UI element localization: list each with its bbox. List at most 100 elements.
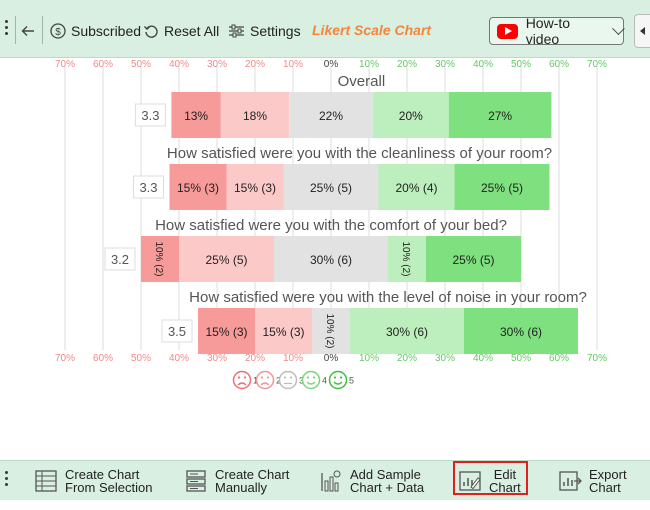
bar-segment bbox=[312, 308, 350, 354]
axis-tick-label-top: 10% bbox=[283, 59, 303, 70]
axis-tick-label-bottom: 10% bbox=[359, 353, 379, 364]
question-title: How satisfied were you with the comfort … bbox=[155, 217, 507, 234]
bar-segment bbox=[220, 92, 290, 138]
bar-segment bbox=[171, 92, 221, 138]
average-value: 3.2 bbox=[111, 252, 129, 267]
bar-segment-label: 22% bbox=[319, 109, 343, 123]
bar-segment bbox=[426, 236, 521, 282]
legend-label: 1 bbox=[253, 376, 258, 386]
bar-segment-label: 25% (5) bbox=[205, 253, 247, 267]
sample-chart-icon bbox=[321, 470, 341, 492]
back-button[interactable] bbox=[21, 20, 35, 42]
bar-segment bbox=[226, 164, 284, 210]
bar-segment-label: 30% (6) bbox=[386, 325, 428, 339]
drag-handle-icon[interactable] bbox=[5, 471, 8, 489]
legend-label: 2 bbox=[276, 376, 281, 386]
export-line1: Export bbox=[589, 467, 627, 482]
legend-face-icon bbox=[232, 370, 252, 390]
youtube-icon bbox=[497, 23, 518, 39]
legend-face-icon bbox=[278, 370, 298, 390]
settings-label: Settings bbox=[250, 23, 301, 39]
create-chart-manually-button[interactable]: Create Chart Manually bbox=[184, 466, 289, 496]
bar-segment-label: 13% bbox=[184, 109, 208, 123]
legend-face-mouth bbox=[237, 382, 247, 386]
likert-chart-svg: 70%70%60%60%50%50%40%40%30%30%20%20%10%1… bbox=[55, 59, 607, 390]
legend-face-eye bbox=[260, 376, 264, 379]
edit-line2: Chart bbox=[489, 480, 521, 495]
axis-tick-label-top: 70% bbox=[55, 59, 75, 70]
create-chart-from-selection-button[interactable]: Create Chart From Selection bbox=[34, 466, 152, 496]
bar-segment bbox=[378, 164, 455, 210]
axis-tick-label-top: 20% bbox=[397, 59, 417, 70]
settings-button[interactable]: Settings bbox=[228, 20, 301, 42]
axis-tick-label-bottom: 20% bbox=[245, 353, 265, 364]
axis-tick-label-bottom: 70% bbox=[587, 353, 607, 364]
axis-tick-label-bottom: 0% bbox=[324, 353, 339, 364]
legend-face-icon bbox=[301, 370, 321, 390]
bottom-toolbar: Create Chart From Selection Create Chart M… bbox=[0, 460, 650, 500]
axis-tick-label-bottom: 60% bbox=[549, 353, 569, 364]
create-manual-line2: Manually bbox=[215, 480, 268, 495]
edit-chart-button[interactable]: Edit Chart bbox=[458, 466, 521, 496]
howto-video-dropdown[interactable]: How-to video bbox=[489, 15, 625, 47]
svg-text:$: $ bbox=[55, 27, 61, 38]
axis-tick-label-top: 70% bbox=[587, 59, 607, 70]
export-chart-icon bbox=[559, 471, 582, 491]
bar-segment-label: 30% (6) bbox=[310, 253, 352, 267]
legend-face-icon bbox=[255, 370, 275, 390]
add-sample-chart-button[interactable]: Add Sample Chart + Data bbox=[319, 466, 424, 496]
legend-face-eye bbox=[266, 376, 270, 379]
average-box bbox=[161, 319, 193, 343]
bar-segment-label: 15% (3) bbox=[234, 181, 276, 195]
average-value: 3.5 bbox=[168, 324, 186, 339]
axis-tick-label-top: 60% bbox=[93, 59, 113, 70]
bar-segment-label: 18% bbox=[243, 109, 267, 123]
question-title: Overall bbox=[338, 73, 386, 90]
axis-tick-label-top: 50% bbox=[131, 59, 151, 70]
bar-segment-label: 27% bbox=[488, 109, 512, 123]
bar-segment-label: 15% (3) bbox=[205, 325, 247, 339]
app-title: Likert Scale Chart bbox=[312, 22, 432, 38]
drag-handle-icon[interactable] bbox=[5, 20, 9, 40]
bar-segment-label: 15% (3) bbox=[262, 325, 304, 339]
export-chart-button[interactable]: Export Chart bbox=[558, 466, 627, 496]
legend-face-eye bbox=[339, 376, 343, 379]
axis-tick-label-bottom: 20% bbox=[397, 353, 417, 364]
chevron-left-icon bbox=[640, 27, 645, 35]
legend-face-eye bbox=[289, 376, 293, 379]
bar-segment bbox=[198, 308, 255, 354]
axis-tick-label-top: 40% bbox=[473, 59, 493, 70]
bar-segment-label: 20% bbox=[399, 109, 423, 123]
bar-segment bbox=[255, 308, 312, 354]
axis-tick-label-bottom: 40% bbox=[473, 353, 493, 364]
axis-tick-label-bottom: 60% bbox=[93, 353, 113, 364]
legend-label: 4 bbox=[322, 376, 327, 386]
sliders-icon bbox=[229, 24, 244, 38]
bar-segment-label: 15% (3) bbox=[177, 181, 219, 195]
bar-segment bbox=[350, 308, 464, 354]
edit-chart-icon bbox=[459, 471, 481, 491]
table-grid-icon bbox=[35, 470, 57, 492]
legend-face-eye bbox=[283, 376, 287, 379]
toolbar-divider bbox=[15, 16, 16, 44]
legend-face-mouth bbox=[260, 382, 270, 386]
bar-segment-label: 30% (6) bbox=[500, 325, 542, 339]
legend-face-eye bbox=[312, 376, 316, 379]
create-selection-line2: From Selection bbox=[65, 480, 153, 495]
chevron-down-icon bbox=[612, 22, 625, 35]
form-list-icon bbox=[186, 470, 206, 492]
collapse-panel-button[interactable] bbox=[634, 14, 650, 48]
subscribed-button[interactable]: $ Subscribed bbox=[50, 20, 141, 42]
axis-tick-label-bottom: 10% bbox=[283, 353, 303, 364]
legend-face-mouth bbox=[306, 381, 316, 385]
reset-all-button[interactable]: Reset All bbox=[143, 20, 219, 42]
reset-all-label: Reset All bbox=[164, 23, 220, 39]
bar-segment-label: 10% (2) bbox=[400, 241, 411, 276]
likert-chart: 70% 70% 60% 60% 50% 50% 40% 40% 30% 30% 20% 20% 10% 1… bbox=[0, 58, 650, 393]
legend-face-eye bbox=[237, 376, 241, 379]
legend-label: 3 bbox=[299, 376, 304, 386]
add-sample-line1: Add Sample bbox=[350, 467, 421, 482]
question-title: How satisfied were you with the cleanlin… bbox=[167, 145, 552, 162]
bar-segment-label: 25% (5) bbox=[452, 253, 494, 267]
subscribed-label: Subscribed bbox=[71, 23, 142, 39]
